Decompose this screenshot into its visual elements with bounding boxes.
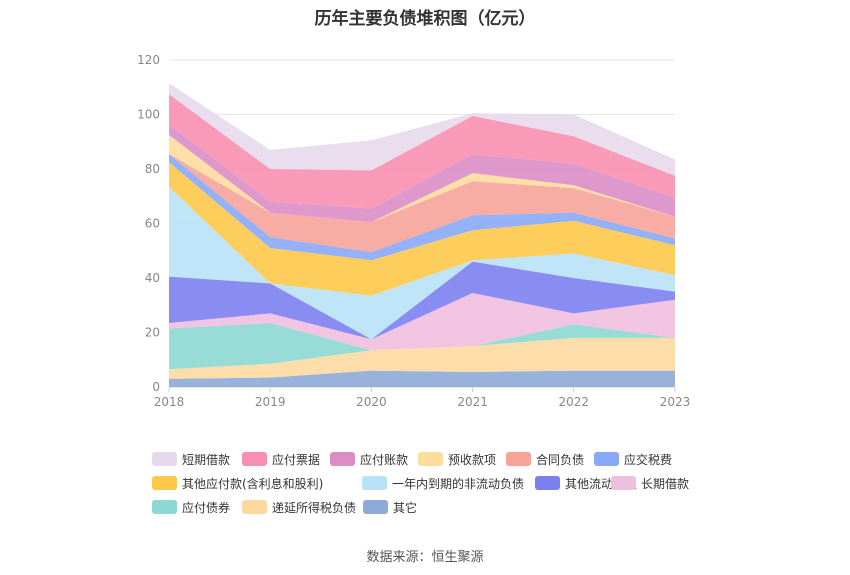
legend-item[interactable]: 其它 <box>363 497 417 517</box>
legend-swatch <box>152 476 177 490</box>
area-短期借款 <box>169 83 675 176</box>
legend-label: 长期借款 <box>641 476 690 491</box>
legend-swatch <box>362 476 387 490</box>
area-其它 <box>169 370 675 387</box>
legend-label: 其他应付款(含利息和股利) <box>182 476 324 491</box>
legend-item[interactable]: 短期借款 <box>152 449 230 469</box>
legend-label: 合同负债 <box>536 452 585 467</box>
y-tick-label: 60 <box>145 217 160 231</box>
y-tick-label: 40 <box>145 271 160 285</box>
legend-swatch <box>535 476 560 490</box>
legend-label: 一年内到期的非流动负债 <box>392 476 525 491</box>
legend-swatch <box>594 452 619 466</box>
axes: 0 20 40 60 80 100 120 2018 2019 2020 2021 2022 2023 <box>137 53 690 409</box>
area-长期借款 <box>169 293 675 351</box>
data-source-note: 数据来源：恒生聚源 <box>366 550 484 565</box>
area-应付票据 <box>169 94 675 209</box>
legend-item[interactable]: 长期借款 <box>611 473 689 493</box>
legend-label: 其它 <box>393 500 418 515</box>
y-tick-label: 20 <box>145 326 160 340</box>
legend-swatch <box>418 452 443 466</box>
legend-swatch <box>363 500 388 514</box>
legend-label: 应付账款 <box>360 452 409 467</box>
area-其他流动负债 <box>169 261 675 340</box>
area-合同负债 <box>169 154 675 253</box>
y-tick-label: 100 <box>137 108 160 122</box>
legend-item[interactable]: 应付票据 <box>242 449 320 469</box>
legend-label: 递延所得税负债 <box>272 500 357 515</box>
legend-swatch <box>242 452 267 466</box>
x-tick-label: 2020 <box>356 395 387 409</box>
y-tick-label: 0 <box>152 380 160 394</box>
area-应付债券 <box>169 323 675 370</box>
x-tick-label: 2022 <box>559 395 590 409</box>
legend-swatch <box>242 500 267 514</box>
x-tick-label: 2019 <box>255 395 286 409</box>
legend-label: 应付债券 <box>182 500 231 515</box>
legend-swatch <box>152 452 177 466</box>
x-tick-label: 2021 <box>457 395 488 409</box>
chart-title: 历年主要负债堆积图（亿元） <box>314 9 536 29</box>
area-series <box>169 83 675 387</box>
legend-item[interactable]: 预收款项 <box>418 449 496 469</box>
legend-item[interactable]: 其他应付款(含利息和股利) <box>152 473 323 493</box>
legend-item[interactable]: 合同负债 <box>506 449 584 469</box>
area-一年内到期的非流动负债 <box>169 186 675 340</box>
legend-swatch <box>152 500 177 514</box>
legend-swatch <box>330 452 355 466</box>
stacked-area-chart: 0 20 40 60 80 100 120 2018 2019 2020 2021 2022 2023 <box>137 53 690 409</box>
legend-label: 应交税费 <box>624 452 673 467</box>
x-tick-label: 2018 <box>154 395 185 409</box>
legend-swatch <box>506 452 531 466</box>
legend-label: 短期借款 <box>182 452 231 467</box>
legend-item[interactable]: 递延所得税负债 <box>242 497 356 517</box>
legend-label: 预收款项 <box>448 452 497 467</box>
x-tick-label: 2023 <box>660 395 691 409</box>
y-tick-label: 80 <box>145 162 160 176</box>
legend-label: 应付票据 <box>272 452 321 467</box>
legend-item[interactable]: 应付账款 <box>330 449 408 469</box>
area-应交税费 <box>169 154 675 261</box>
area-应付账款 <box>169 124 675 223</box>
legend-item[interactable]: 一年内到期的非流动负债 <box>362 473 524 493</box>
legend-swatch <box>611 476 636 490</box>
legend-item[interactable]: 应付债券 <box>152 497 230 517</box>
y-tick-label: 120 <box>137 53 160 67</box>
area-递延所得税负债 <box>169 337 675 379</box>
area-其他应付款(含利息和股利) <box>169 162 675 296</box>
legend-item[interactable]: 应交税费 <box>594 449 672 469</box>
